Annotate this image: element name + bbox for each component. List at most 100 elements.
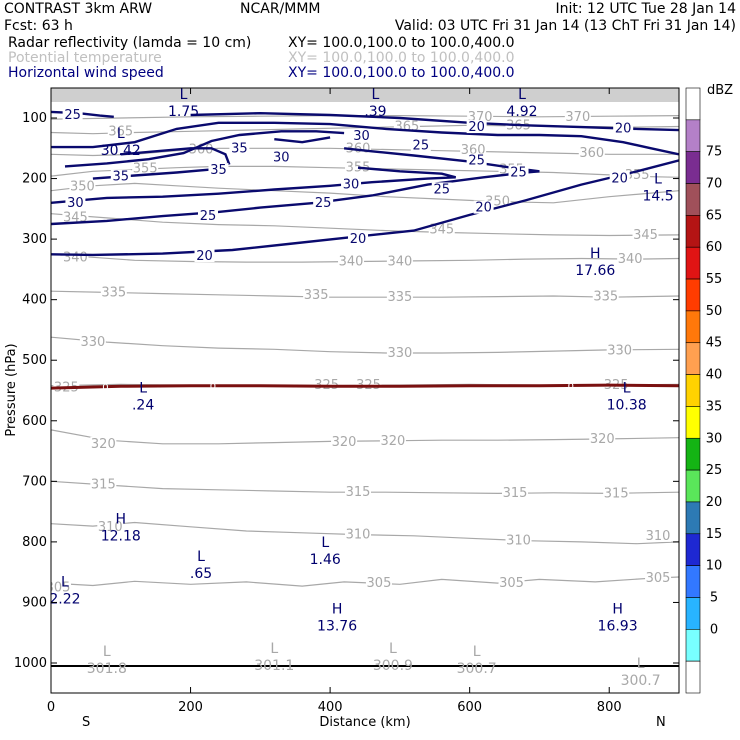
theta-label-bg [502,485,529,499]
wind-label-bg [65,195,86,209]
colorbar-swatch [685,565,701,598]
colorbar-level-label: 30 [706,431,723,446]
wind-contour-25 [51,147,540,226]
theta-label-bg [132,161,159,175]
theta-contour-320 [51,429,679,445]
hilo-l-symbol: L [637,656,645,672]
field-wind: Horizontal wind speed [8,65,164,81]
hilo-l-symbol: L [103,644,111,660]
valid-time: Valid: 03 UTC Fri 31 Jan 14 (13 ChT Fri … [395,18,736,34]
theta-label: 365 [394,119,419,134]
colorbar-level-label: 65 [706,208,723,223]
theta-label: 340 [339,255,364,270]
theta-label: 330 [80,335,105,350]
x-tick-label: 600 [457,700,482,715]
wind-label-bg [208,163,229,177]
theta-label-bg [467,109,494,123]
wind-label: 25 [413,138,430,153]
wind-label-bg [198,209,218,223]
theta-label-bg [632,227,659,241]
theta-label-bg [62,210,89,224]
wind-label: 35 [210,163,227,178]
freezing-label: 0 [102,382,108,393]
hilo-value: .24 [132,398,154,414]
wind-contours: 20 20 20 20 25 25 25 25 25 30 30 30 30 35 35 35 25 25 20 20 [51,107,679,264]
colorbar-title: dBZ [707,83,733,98]
wind-label-bg [410,138,431,152]
wind-label-bg [609,171,630,185]
y-axis-label: Pressure (hPa) [4,343,19,436]
hilo-value: 300.7 [621,673,661,689]
wind-contour-35 [92,147,231,180]
wind-label-bg [341,177,362,191]
theta-label: 340 [387,255,412,270]
theta-label-bg [617,252,644,266]
y-tick-label: 900 [22,595,47,610]
theta-label-bg [90,436,117,450]
theta-label: 360 [189,142,214,157]
hilo-value: 13.76 [317,619,357,635]
hilo-value: .65 [190,566,212,582]
y-tick-label: 600 [22,414,47,429]
wind-label: 30 [67,196,84,211]
theta-label-bg [338,254,365,268]
colorbar-level-label: 55 [706,272,723,287]
colorbar-swatch [685,278,701,312]
hilo-value: 14.5 [642,189,673,205]
theta-label-bg [505,533,532,547]
theta-label: 370 [565,110,590,125]
theta-label: 340 [63,250,88,265]
x-axis-label: Distance (km) [319,715,410,730]
colorbar-level-label: 35 [706,399,723,414]
colorbar-level-label: 60 [706,240,723,255]
theta-label: 315 [503,486,528,501]
wind-label-bg [229,141,250,155]
wind-label-bg [466,120,487,134]
x-tick-label: 800 [597,700,622,715]
init-time: Init: 12 UTC Tue 28 Jan 14 [556,1,737,17]
colorbar-level-label: 70 [706,177,723,192]
theta-label-bg [592,289,619,303]
theta-label: 330 [387,346,412,361]
hilo-value: 12.18 [101,528,141,544]
hilo-value: 2.22 [49,591,80,607]
theta-label: 305 [46,580,71,595]
theta-label: 335 [387,290,412,305]
theta-label: 305 [367,576,392,591]
hilo-h-symbol: H [116,511,127,527]
hilo-l-symbol: L [61,574,69,590]
wind-contour-20 [51,159,679,257]
hilo-l-symbol: L [139,381,147,397]
wind-contour-25 [51,121,679,156]
colorbar-swatch [685,629,701,662]
y-tick-label: 500 [22,353,47,368]
theta-label-bg [589,431,616,445]
wind-label-bg [110,169,131,183]
theta-label: 350 [70,179,95,194]
x-tick-label: 400 [318,700,343,715]
theta-label-bg [379,433,406,447]
hilo-l-symbol: L [389,641,397,657]
y-tick-label: 400 [22,293,47,308]
wind-label-bg [194,249,215,263]
y-tick-label: 1000 [14,656,47,671]
wind-label-bg [613,121,634,135]
freezing-label: 0 [568,382,574,393]
wind-label: 20 [615,121,632,136]
theta-label-bg [355,378,382,392]
theta-label-bg [345,485,372,499]
colorbar-level-label: 20 [706,495,723,510]
colorbar-level-label: 75 [706,145,723,160]
theta-label-bg [107,124,134,138]
wind-label: 20 [196,249,213,264]
field-theta-xy: XY= 100.0,100.0 to 100.0,400.0 [288,50,515,66]
colorbar-level-label: 5 [710,590,718,605]
theta-label-bg [624,167,651,181]
theta-label-bg [345,160,372,174]
theta-label: 305 [646,571,671,586]
colorbar-level-label: 25 [706,463,723,478]
theta-label-bg [97,519,124,533]
hilo-value: 1.75 [168,104,199,120]
x-tick-label: 0 [47,700,55,715]
